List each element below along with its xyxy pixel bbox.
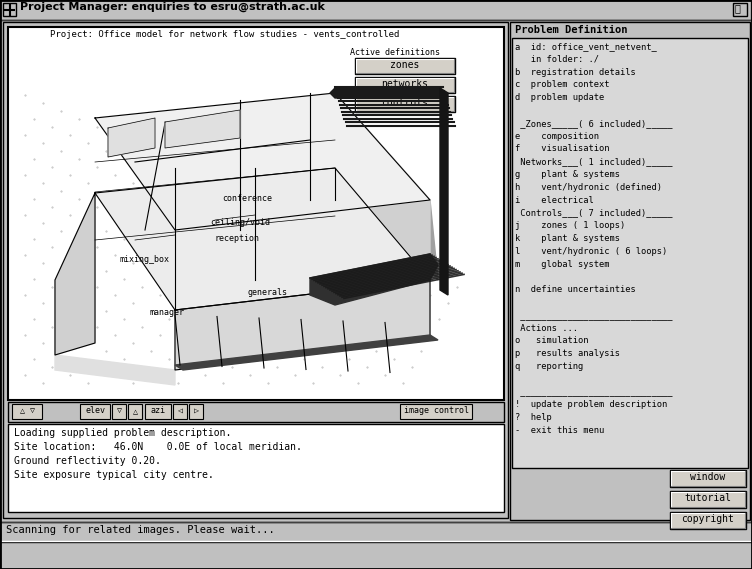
Bar — [8, 402, 504, 422]
Text: !  update problem description: ! update problem description — [515, 401, 667, 410]
Bar — [355, 96, 455, 112]
Text: ?  help: ? help — [515, 413, 552, 422]
Text: p   results analysis: p results analysis — [515, 349, 620, 358]
Polygon shape — [335, 93, 438, 280]
Bar — [145, 404, 171, 419]
Text: d  problem update: d problem update — [515, 93, 605, 102]
Text: l    vent/hydronic ( 6 loops): l vent/hydronic ( 6 loops) — [515, 247, 667, 256]
Polygon shape — [175, 280, 430, 370]
Text: i    electrical: i electrical — [515, 196, 594, 205]
Text: b  registration details: b registration details — [515, 68, 635, 77]
Text: ▷: ▷ — [193, 406, 199, 415]
Bar — [12, 404, 42, 419]
Bar — [3, 3, 16, 16]
Text: o   simulation: o simulation — [515, 336, 589, 345]
Text: Project Manager: enquiries to esru@strath.ac.uk: Project Manager: enquiries to esru@strat… — [20, 2, 325, 13]
Text: zones: zones — [390, 60, 420, 70]
Bar — [3, 22, 508, 518]
Text: a  id: office_vent_netvent_: a id: office_vent_netvent_ — [515, 42, 656, 51]
Text: Active definitions: Active definitions — [350, 48, 440, 57]
Text: window: window — [690, 472, 726, 482]
Text: Actions ...: Actions ... — [515, 324, 578, 333]
Text: Site exposure typical city centre.: Site exposure typical city centre. — [14, 470, 214, 480]
Polygon shape — [108, 118, 155, 157]
Text: Project: Office model for network flow studies - vents_controlled: Project: Office model for network flow s… — [50, 30, 399, 39]
Text: j    zones ( 1 loops): j zones ( 1 loops) — [515, 221, 625, 230]
Text: elev: elev — [85, 406, 105, 415]
Polygon shape — [330, 88, 445, 98]
Text: 回: 回 — [735, 3, 741, 13]
Text: image control: image control — [404, 406, 468, 415]
Bar — [733, 3, 747, 16]
Bar — [670, 491, 746, 508]
Text: ceiling/void: ceiling/void — [210, 218, 270, 227]
Text: manager: manager — [150, 308, 185, 317]
Bar — [189, 404, 203, 419]
Polygon shape — [55, 355, 175, 385]
Bar — [173, 404, 187, 419]
Text: f    visualisation: f visualisation — [515, 145, 610, 154]
Bar — [80, 404, 110, 419]
Text: reception: reception — [215, 234, 260, 243]
Text: g    plant & systems: g plant & systems — [515, 170, 620, 179]
Bar — [8, 424, 504, 512]
Text: _____________________________: _____________________________ — [515, 311, 672, 320]
Text: Site location:   46.0N    0.0E of local meridian.: Site location: 46.0N 0.0E of local merid… — [14, 442, 302, 452]
Text: networks: networks — [381, 79, 429, 89]
Polygon shape — [95, 93, 430, 230]
Text: Networks___( 1 included)_____: Networks___( 1 included)_____ — [515, 157, 672, 166]
Text: azi: azi — [150, 406, 165, 415]
Bar — [355, 58, 455, 74]
Text: Problem Definition: Problem Definition — [515, 25, 627, 35]
Polygon shape — [440, 88, 448, 295]
Text: n  define uncertainties: n define uncertainties — [515, 285, 635, 294]
Text: _Zones_____( 6 included)_____: _Zones_____( 6 included)_____ — [515, 119, 672, 128]
Text: Loading supplied problem description.: Loading supplied problem description. — [14, 428, 232, 438]
Bar — [112, 404, 126, 419]
Polygon shape — [165, 110, 240, 148]
Text: controls: controls — [381, 98, 429, 108]
Bar — [355, 77, 455, 93]
Text: e    composition: e composition — [515, 131, 599, 141]
Bar — [128, 404, 142, 419]
Polygon shape — [55, 193, 95, 355]
Polygon shape — [175, 200, 430, 310]
Text: c  problem context: c problem context — [515, 80, 610, 89]
Bar — [0, 0, 752, 20]
Text: △ ▽: △ ▽ — [20, 406, 35, 415]
Text: m    global system: m global system — [515, 259, 610, 269]
Bar — [670, 512, 746, 529]
Text: tutorial: tutorial — [684, 493, 732, 503]
Bar — [670, 470, 746, 487]
Bar — [510, 22, 750, 520]
Text: Controls___( 7 included)_____: Controls___( 7 included)_____ — [515, 208, 672, 217]
Text: generals: generals — [248, 288, 288, 297]
Text: Ground reflectivity 0.20.: Ground reflectivity 0.20. — [14, 456, 161, 466]
Bar — [400, 404, 472, 419]
Text: in folder: ./: in folder: ./ — [515, 55, 599, 64]
Text: h    vent/hydronic (defined): h vent/hydronic (defined) — [515, 183, 662, 192]
Text: -  exit this menu: - exit this menu — [515, 426, 605, 435]
Polygon shape — [95, 93, 430, 230]
Text: _____________________________: _____________________________ — [515, 387, 672, 397]
Text: q   reporting: q reporting — [515, 362, 584, 371]
Polygon shape — [310, 254, 438, 305]
Bar — [8, 27, 504, 400]
Text: ▽: ▽ — [117, 406, 122, 415]
Polygon shape — [95, 168, 430, 310]
Bar — [0, 522, 752, 542]
Polygon shape — [175, 335, 438, 370]
Text: △: △ — [132, 406, 138, 415]
Text: Scanning for related images. Please wait...: Scanning for related images. Please wait… — [6, 525, 274, 535]
Bar — [512, 38, 748, 468]
Text: k    plant & systems: k plant & systems — [515, 234, 620, 243]
Text: copyright: copyright — [681, 514, 735, 524]
Text: ◁: ◁ — [177, 406, 183, 415]
Text: conference: conference — [222, 194, 272, 203]
Text: mixing_box: mixing_box — [120, 255, 170, 264]
